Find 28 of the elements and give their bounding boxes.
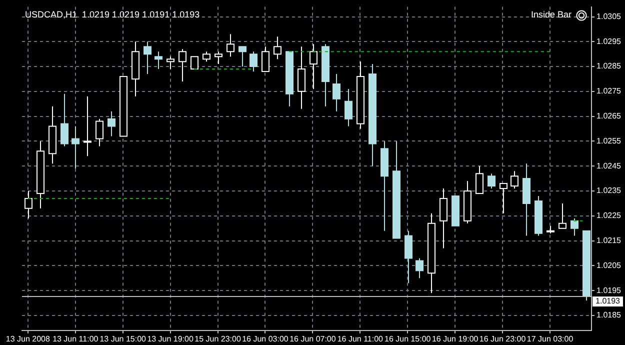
- y-tick-label: 1.0235: [596, 186, 622, 196]
- y-tick-label: 1.0285: [596, 62, 622, 71]
- x-tick-label: 16 Jun 11:00: [337, 334, 384, 344]
- y-tick-label: 1.0225: [596, 211, 622, 220]
- annotation: Inside Bar: [531, 9, 572, 20]
- x-tick-label: 13 Jun 2008: [6, 334, 50, 344]
- y-tick-label: 1.0305: [596, 12, 622, 21]
- x-tick-label: 16 Jun 15:00: [384, 334, 432, 344]
- ref-line-label: 1.0193: [596, 296, 621, 306]
- y-tick-label: 1.0265: [596, 112, 622, 121]
- x-tick-label: 16 Jun 19:00: [432, 334, 479, 344]
- x-tick-label: 17 Jun 03:00: [526, 334, 574, 344]
- x-tick-label: 15 Jun 23:00: [194, 334, 242, 344]
- y-tick-label: 1.0275: [596, 86, 622, 96]
- y-tick-label: 1.0215: [596, 236, 622, 245]
- chart-title: USDCAD,H1 1.0219 1.0219 1.0191 1.0193: [25, 9, 200, 20]
- x-tick-label: 13 Jun 15:00: [100, 334, 147, 344]
- y-tick-label: 1.0245: [596, 161, 622, 170]
- x-tick-label: 16 Jun 03:00: [242, 334, 289, 344]
- y-tick-label: 1.0195: [596, 286, 622, 295]
- y-tick-label: 1.0205: [596, 260, 622, 270]
- x-tick-label: 13 Jun 19:00: [147, 334, 194, 344]
- x-tick-label: 16 Jun 23:00: [479, 334, 526, 344]
- y-tick-label: 1.0255: [596, 136, 622, 146]
- x-tick-label: 16 Jun 07:00: [290, 334, 336, 344]
- x-tick-label: 13 Jun 11:00: [52, 334, 99, 344]
- y-tick-label: 1.0295: [596, 36, 622, 46]
- y-tick-label: 1.0185: [596, 310, 622, 320]
